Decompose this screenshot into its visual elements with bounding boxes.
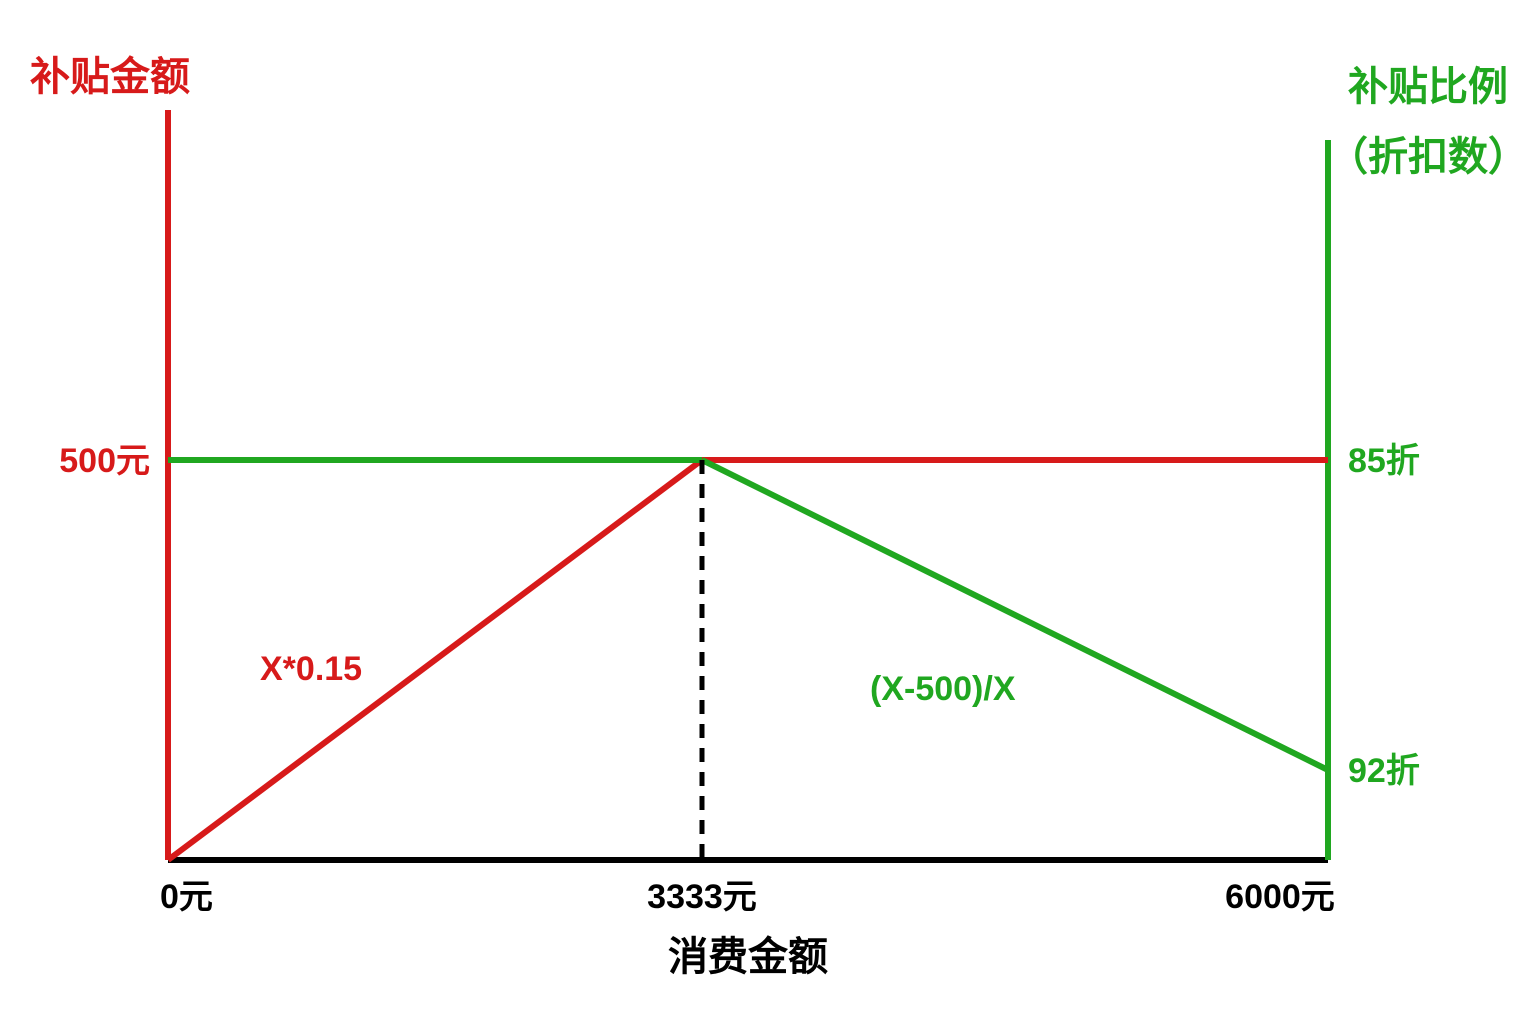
subsidy-amount-formula: X*0.15 — [260, 650, 362, 688]
y-axis-left-title: 补贴金额 — [30, 54, 190, 99]
y-right-tick-92: 92折 — [1348, 752, 1420, 790]
y-axis-right-title-2: （折扣数） — [1328, 135, 1528, 179]
y-left-tick-500: 500元 — [59, 442, 150, 480]
x-tick-0: 0元 — [160, 878, 213, 916]
subsidy-chart: 补贴金额 补贴比例 （折扣数） 500元 85折 92折 0元 3333元 60… — [0, 0, 1534, 1019]
y-axis-right-title-1: 补贴比例 — [1348, 65, 1508, 109]
subsidy-ratio-formula: (X-500)/X — [870, 670, 1016, 708]
y-right-tick-85: 85折 — [1348, 442, 1420, 480]
x-tick-6000: 6000元 — [1225, 878, 1335, 916]
chart-svg: 补贴金额 补贴比例 （折扣数） 500元 85折 92折 0元 3333元 60… — [0, 0, 1534, 1019]
subsidy-ratio-line-right — [702, 460, 1328, 770]
x-tick-3333: 3333元 — [647, 878, 757, 916]
x-axis-title: 消费金额 — [668, 934, 828, 979]
